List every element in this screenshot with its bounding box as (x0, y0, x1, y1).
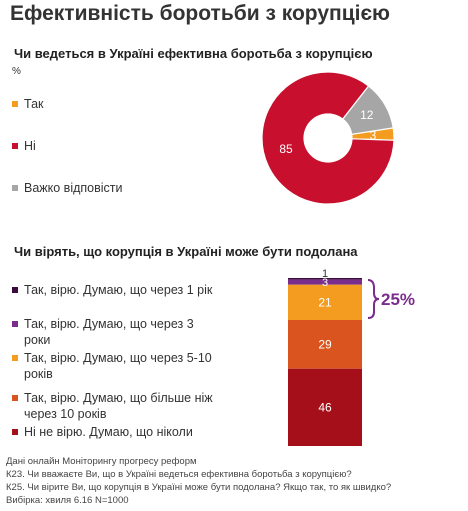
pie-unit-label: % (12, 66, 21, 77)
legend-swatch (12, 395, 18, 401)
legend-swatch (12, 429, 18, 435)
pie-legend-item: Ні (12, 138, 36, 154)
bar-data-label: 3 (322, 277, 328, 289)
legend-label-line: роки (24, 333, 51, 347)
legend-label-line: через 10 років (24, 407, 107, 421)
bar-legend-item: Так, вірю. Думаю, що через 5-10 років (12, 350, 212, 382)
legend-swatch (12, 355, 18, 361)
pie-data-label: 12 (360, 108, 374, 122)
bar-segment (288, 284, 362, 320)
bar-segment (288, 368, 362, 446)
bracket (367, 279, 380, 319)
bar-legend-item: Так, вірю. Думаю, що через 1 рік (12, 282, 212, 298)
bar-segment (288, 320, 362, 369)
pie-legend-item: Так (12, 96, 44, 112)
legend-label: Так, вірю. Думаю, що через 1 рік (24, 282, 212, 298)
bar-data-label: 21 (318, 295, 332, 309)
bracket-annotation: 25% (381, 290, 415, 309)
pie-data-label: 3 (370, 128, 377, 142)
legend-label-line: Так, вірю. Думаю, що через 1 рік (24, 283, 213, 297)
bar-legend-item: Так, вірю. Думаю, що більше ніж через 10 … (12, 390, 213, 422)
legend-swatch (12, 287, 18, 293)
pie-chart: 3 85 12 (261, 71, 395, 205)
legend-label-line: Так, вірю. Думаю, що через 5-10 (24, 351, 212, 365)
bar-legend-item: Ні не вірю. Думаю, що ніколи (12, 424, 193, 440)
footer-note: Дані онлайн Моніторингу прогресу реформ (6, 456, 197, 467)
legend-swatch (12, 143, 18, 149)
footer-note: К23. Чи вважаєте Ви, що в Україні ведеть… (6, 469, 352, 480)
legend-label: Так, вірю. Думаю, що більше ніж через 10 … (24, 390, 213, 422)
legend-label-line: Ні не вірю. Думаю, що ніколи (24, 425, 193, 439)
legend-label: Ні (24, 139, 36, 153)
legend-label: Ні не вірю. Думаю, що ніколи (24, 424, 193, 440)
pie-data-label: 85 (279, 142, 293, 156)
legend-label: Важко відповісти (24, 181, 123, 195)
legend-label: Так, вірю. Думаю, що через 3 роки (24, 316, 194, 348)
bar-segment (288, 279, 362, 285)
page-title: Ефективність боротьби з корупцією (10, 2, 390, 25)
bar-legend-item: Так, вірю. Думаю, що через 3 роки (12, 316, 194, 348)
bar-chart-title: Чи вірять, що корупція в Україні може бу… (14, 244, 358, 259)
legend-swatch (12, 101, 18, 107)
bar-segment (288, 278, 362, 280)
legend-label: Так (24, 97, 44, 111)
footer-note: Вибірка: хвиля 6.16 N=1000 (6, 495, 129, 506)
legend-swatch (12, 185, 18, 191)
bar-data-label: 1 (322, 268, 328, 280)
bar-data-label: 46 (318, 400, 332, 414)
footer-note: К25. Чи вірите Ви, що корупція в Україні… (6, 482, 392, 493)
pie-slice (261, 71, 395, 205)
legend-label-line: Так, вірю. Думаю, що більше ніж (24, 391, 213, 405)
legend-swatch (12, 321, 18, 327)
legend-label: Так, вірю. Думаю, що через 5-10 років (24, 350, 212, 382)
legend-label-line: років (24, 367, 53, 381)
pie-slice (341, 85, 394, 135)
legend-label-line: Так, вірю. Думаю, що через 3 (24, 317, 194, 331)
bar-data-label: 29 (318, 337, 332, 351)
pie-legend-item: Важко відповісти (12, 180, 123, 196)
pie-chart-title: Чи ведеться в Україні ефективна боротьба… (14, 46, 373, 61)
stacked-bar-chart: 13 21 29 46 25% (288, 268, 415, 446)
